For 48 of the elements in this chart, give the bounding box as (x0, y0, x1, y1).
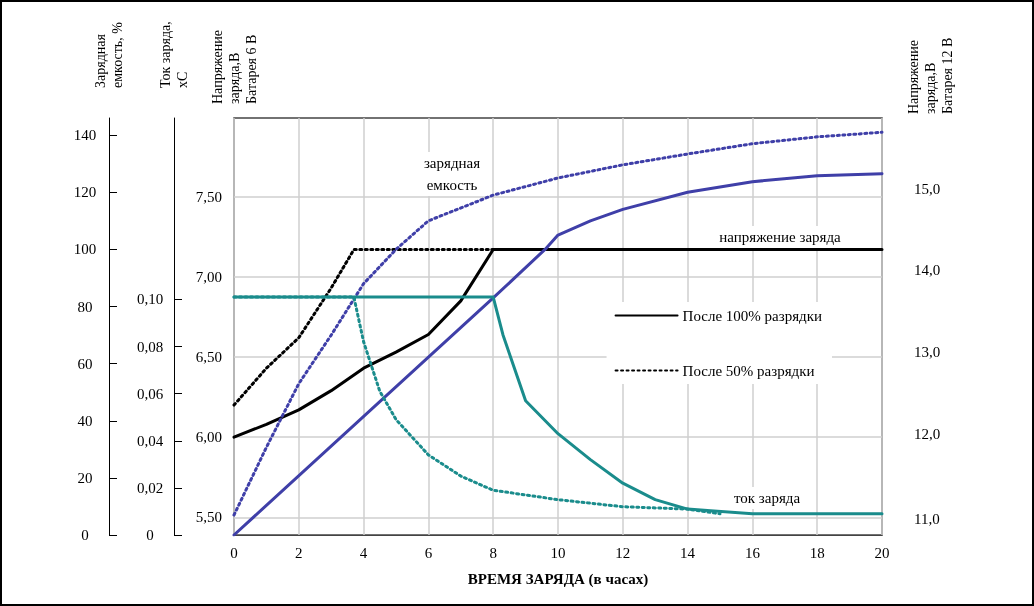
y2-tick-label: 0,06 (136, 385, 164, 402)
y3-axis-title: Напряжение заряда,В Батарея 6 В (209, 30, 259, 104)
annotation: зарядная емкость (423, 155, 481, 193)
y-tick-label: 20 (77, 469, 93, 486)
annotation: напряжение заряда (719, 229, 842, 245)
y2-tick-label: 0,10 (136, 291, 164, 308)
y-tick-label: 120 (73, 184, 97, 201)
line-series (232, 130, 884, 517)
y3-tick-label: 7,50 (195, 188, 222, 205)
y2-tick-label: 0,08 (136, 338, 164, 355)
x-axis-title: ВРЕМЯ ЗАРЯДА (в часах) (467, 570, 649, 588)
y2-tick-label: 0 (146, 527, 154, 543)
x-tick-label: 6 (424, 544, 433, 561)
x-tick-label: 18 (809, 544, 825, 561)
y3-tick-label: 6,00 (195, 429, 222, 446)
text: 12,0 (914, 426, 941, 442)
x-tick-label: 20 (874, 544, 890, 561)
x-tick-label: 0 (230, 544, 238, 561)
y2-tick-label: 0,02 (136, 479, 164, 496)
y-tick-label: 60 (77, 355, 93, 372)
x-tick-label: 4 (359, 544, 368, 561)
legend-label: После 100% разрядки (682, 307, 823, 324)
text: 15,0 (914, 181, 941, 197)
line-series (232, 172, 884, 537)
y2-axis-title: Ток заряда, xC (158, 21, 190, 88)
legend-label: После 50% разрядки (682, 362, 815, 379)
y2-tick-label: 0,04 (136, 432, 164, 449)
text: 11,0 (914, 511, 940, 527)
x-tick-label: 16 (744, 544, 761, 561)
x-tick-label: 14 (680, 544, 696, 561)
x-tick-label: 8 (489, 544, 497, 561)
y-tick-label: 40 (77, 412, 93, 429)
text: 13,0 (914, 344, 941, 360)
y-tick-label: 0 (81, 527, 89, 543)
y3-tick-label: 7,00 (195, 268, 222, 285)
x-tick-label: 2 (295, 544, 303, 561)
line-series (232, 248, 884, 439)
text: Напряжение заряда,В Батарея 12 В (905, 37, 955, 114)
y3-tick-label: 6,50 (195, 348, 222, 365)
x-tick-label: 10 (550, 544, 566, 561)
x-tick-label: 12 (615, 544, 631, 561)
y-tick-label: 100 (73, 241, 97, 258)
y-tick-label: 140 (73, 127, 97, 144)
text: 14,0 (914, 262, 941, 278)
annotation: ток заряда (733, 490, 801, 506)
y-axis-title: Зарядная емкость, % (93, 21, 125, 88)
y3-tick-label: 5,50 (195, 509, 222, 526)
y-tick-label: 80 (77, 298, 93, 315)
